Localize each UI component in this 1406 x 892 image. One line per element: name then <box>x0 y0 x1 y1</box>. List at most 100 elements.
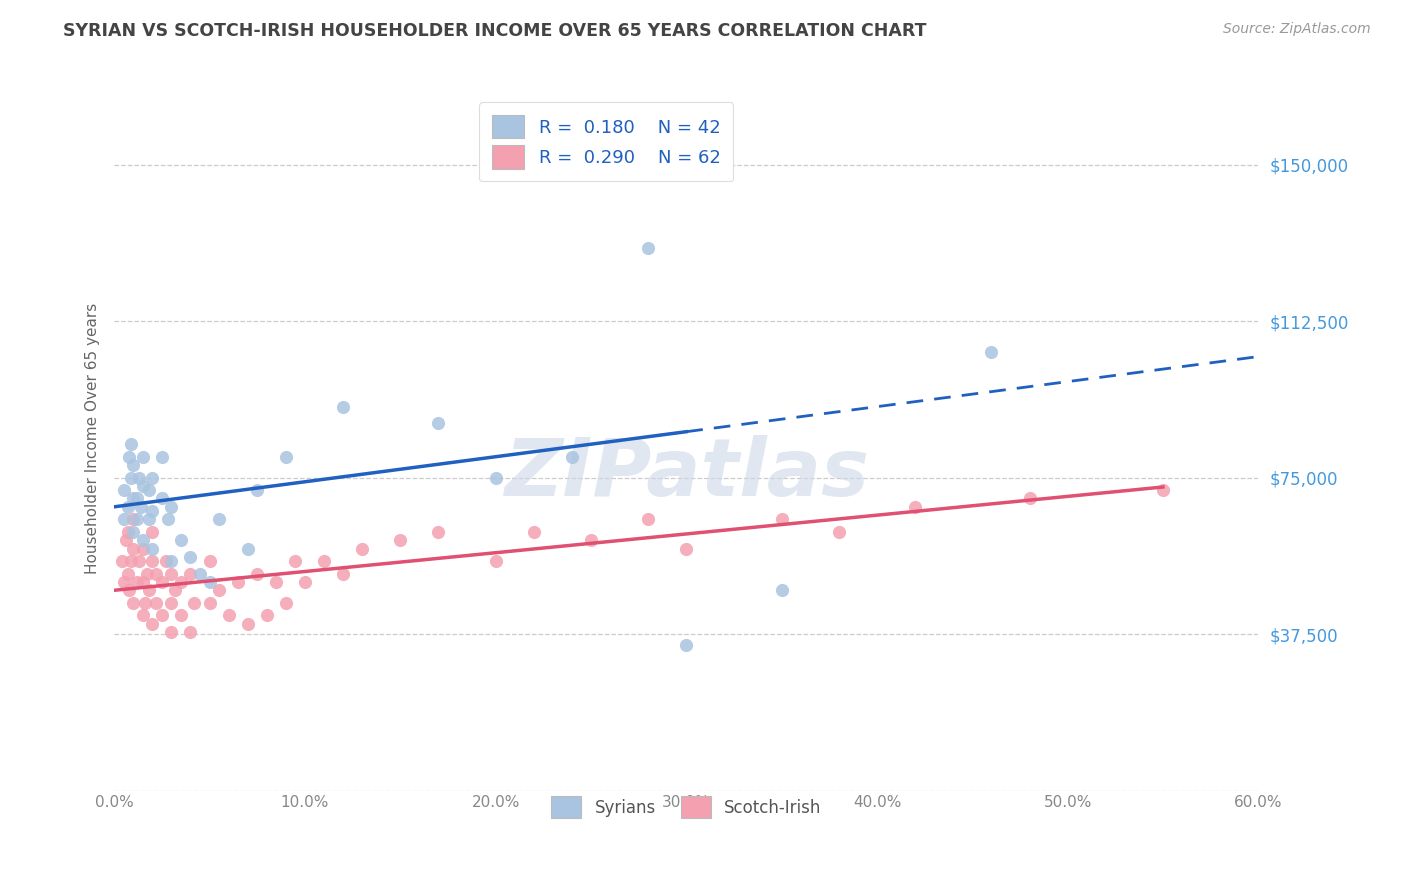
Point <box>770 512 793 526</box>
Point <box>118 583 141 598</box>
Point <box>246 566 269 581</box>
Point <box>264 574 287 589</box>
Point <box>128 470 150 484</box>
Point <box>122 458 145 472</box>
Point <box>427 417 450 431</box>
Point <box>179 625 201 640</box>
Point <box>256 608 278 623</box>
Point <box>145 596 167 610</box>
Point <box>125 574 148 589</box>
Point <box>170 533 193 548</box>
Point <box>1018 491 1040 506</box>
Point <box>274 596 297 610</box>
Point <box>675 541 697 556</box>
Point <box>352 541 374 556</box>
Point <box>122 596 145 610</box>
Point <box>165 583 187 598</box>
Point <box>141 524 163 539</box>
Point <box>274 450 297 464</box>
Point <box>179 566 201 581</box>
Point <box>117 524 139 539</box>
Point <box>246 483 269 497</box>
Point <box>112 483 135 497</box>
Point <box>312 554 335 568</box>
Point <box>226 574 249 589</box>
Point <box>218 608 240 623</box>
Point <box>141 541 163 556</box>
Point <box>484 470 506 484</box>
Point <box>770 583 793 598</box>
Point <box>150 608 173 623</box>
Point <box>160 554 183 568</box>
Point <box>284 554 307 568</box>
Point <box>332 400 354 414</box>
Point <box>132 479 155 493</box>
Point <box>198 554 221 568</box>
Legend: Syrians, Scotch-Irish: Syrians, Scotch-Irish <box>544 789 828 824</box>
Point <box>198 574 221 589</box>
Point <box>208 512 231 526</box>
Point <box>132 533 155 548</box>
Point <box>198 596 221 610</box>
Point <box>160 596 183 610</box>
Point <box>484 554 506 568</box>
Point <box>183 596 205 610</box>
Point <box>561 450 583 464</box>
Point <box>170 574 193 589</box>
Point <box>114 533 136 548</box>
Point <box>150 491 173 506</box>
Point <box>188 566 211 581</box>
Point <box>138 483 160 497</box>
Point <box>179 549 201 564</box>
Point <box>141 470 163 484</box>
Point <box>675 638 697 652</box>
Point <box>141 504 163 518</box>
Point <box>523 524 546 539</box>
Point <box>160 625 183 640</box>
Point <box>120 437 142 451</box>
Point <box>332 566 354 581</box>
Point <box>294 574 316 589</box>
Point <box>132 541 155 556</box>
Point <box>125 512 148 526</box>
Point <box>150 450 173 464</box>
Text: ZIPatlas: ZIPatlas <box>503 434 869 513</box>
Point <box>828 524 851 539</box>
Point <box>170 608 193 623</box>
Point <box>208 583 231 598</box>
Point <box>122 491 145 506</box>
Point <box>128 554 150 568</box>
Point <box>129 500 152 514</box>
Point <box>156 512 179 526</box>
Point <box>427 524 450 539</box>
Point <box>118 450 141 464</box>
Point <box>134 596 156 610</box>
Point <box>122 524 145 539</box>
Point <box>637 512 659 526</box>
Point <box>236 541 259 556</box>
Point <box>138 583 160 598</box>
Point <box>122 541 145 556</box>
Point <box>236 616 259 631</box>
Point <box>135 566 157 581</box>
Point <box>579 533 602 548</box>
Point <box>111 554 134 568</box>
Point <box>389 533 412 548</box>
Point <box>112 512 135 526</box>
Point <box>122 512 145 526</box>
Point <box>145 566 167 581</box>
Point <box>1152 483 1174 497</box>
Point <box>155 554 177 568</box>
Point <box>637 241 659 255</box>
Point <box>160 500 183 514</box>
Point <box>141 554 163 568</box>
Point <box>117 500 139 514</box>
Point <box>112 574 135 589</box>
Point <box>980 345 1002 359</box>
Point <box>120 470 142 484</box>
Point <box>117 566 139 581</box>
Point <box>120 554 142 568</box>
Text: SYRIAN VS SCOTCH-IRISH HOUSEHOLDER INCOME OVER 65 YEARS CORRELATION CHART: SYRIAN VS SCOTCH-IRISH HOUSEHOLDER INCOM… <box>63 22 927 40</box>
Point <box>160 566 183 581</box>
Point <box>138 512 160 526</box>
